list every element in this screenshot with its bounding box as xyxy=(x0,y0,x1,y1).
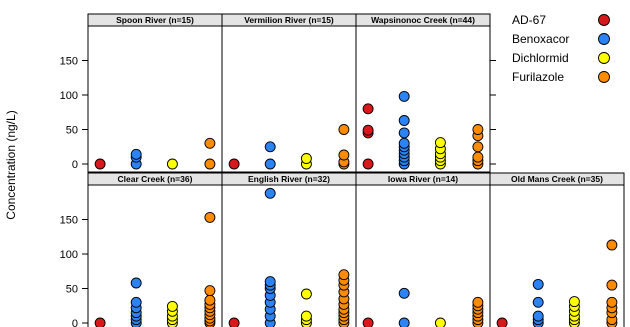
panel-clear: Clear Creek (n=36) xyxy=(87,172,223,327)
data-point-benoxacor xyxy=(398,137,410,149)
data-point-benoxacor xyxy=(398,115,410,126)
data-point-benoxacor xyxy=(264,158,276,170)
data-point-benoxacor xyxy=(130,277,142,289)
data-point-ad-67 xyxy=(228,317,240,327)
panel-frame xyxy=(355,184,491,327)
panel-title: Spoon River (n=15) xyxy=(116,15,194,25)
panel-frame xyxy=(221,184,357,327)
panel-frame xyxy=(355,25,491,173)
data-point-furilazole xyxy=(606,279,618,291)
data-point-ad-67 xyxy=(362,317,374,327)
data-point-dichlormid xyxy=(434,137,446,149)
panel-spoon: Spoon River (n=15) xyxy=(87,13,223,173)
data-point-furilazole xyxy=(338,269,350,281)
data-point-furilazole xyxy=(338,149,350,161)
panel-frame xyxy=(489,184,625,327)
panel-strip xyxy=(489,172,625,186)
y-tick-label: 150 xyxy=(60,215,78,227)
data-point-dichlormid xyxy=(300,288,312,300)
panel-english: English River (n=32) xyxy=(221,172,357,327)
data-point-ad-67 xyxy=(496,317,508,327)
data-point-benoxacor xyxy=(398,287,410,299)
y-tick-label: 50 xyxy=(66,284,78,296)
data-point-furilazole xyxy=(204,158,216,170)
data-point-furilazole xyxy=(204,294,216,306)
legend-swatch xyxy=(598,33,610,45)
panel-iowa: Iowa River (n=14) xyxy=(355,172,491,327)
data-point-benoxacor xyxy=(130,296,142,308)
panel-title: Vermilion River (n=15) xyxy=(244,15,334,25)
data-point-furilazole xyxy=(606,239,618,251)
data-point-ad-67 xyxy=(94,317,106,327)
data-point-ad-67 xyxy=(94,158,106,170)
data-point-furilazole xyxy=(338,124,350,135)
y-tick-label: 0 xyxy=(72,318,78,327)
y-tick-label: 50 xyxy=(66,125,78,137)
data-point-furilazole xyxy=(204,285,216,297)
legend-label: AD-67 xyxy=(512,13,546,27)
legend-label: Benoxacor xyxy=(512,32,569,46)
data-point-benoxacor xyxy=(398,127,410,139)
panel-title: English River (n=32) xyxy=(248,174,330,184)
data-point-furilazole xyxy=(204,137,216,149)
data-point-ad-67 xyxy=(228,158,240,170)
legend-swatch xyxy=(598,71,610,83)
panel-frame xyxy=(87,184,223,327)
data-point-dichlormid xyxy=(166,158,178,170)
data-point-benoxacor xyxy=(264,276,276,288)
data-point-furilazole xyxy=(472,151,484,163)
panel-title: Clear Creek (n=36) xyxy=(118,174,193,184)
data-point-furilazole xyxy=(472,141,484,153)
panel-title: Wapsinonoc Creek (n=44) xyxy=(371,15,475,25)
panel-wapsinonoc: Wapsinonoc Creek (n=44) xyxy=(355,13,491,173)
data-point-furilazole xyxy=(606,296,618,308)
data-point-ad-67 xyxy=(362,124,374,136)
panel-title: Old Mans Creek (n=35) xyxy=(511,174,603,184)
data-point-benoxacor xyxy=(532,296,544,308)
panel-old: Old Mans Creek (n=35) xyxy=(489,172,625,327)
data-point-dichlormid xyxy=(300,153,312,164)
data-point-ad-67 xyxy=(362,103,374,115)
y-tick-label: 100 xyxy=(60,249,78,261)
y-tick-label: 0 xyxy=(72,159,78,171)
panel-title: Iowa River (n=14) xyxy=(388,174,458,184)
data-point-furilazole xyxy=(472,296,484,308)
data-point-benoxacor xyxy=(398,317,410,327)
panel-frame xyxy=(87,25,223,173)
data-point-benoxacor xyxy=(264,141,276,153)
panel-vermilion: Vermilion River (n=15) xyxy=(221,13,357,173)
panel-frame xyxy=(221,25,357,173)
y-axis-label: Concentration (ng/L) xyxy=(4,110,18,219)
data-point-furilazole xyxy=(204,211,216,223)
panels-layer: Spoon River (n=15) Vermilion River (n=15)… xyxy=(60,13,625,327)
data-point-dichlormid xyxy=(434,317,446,327)
data-point-benoxacor xyxy=(398,90,410,102)
legend-swatch xyxy=(598,52,610,64)
data-point-dichlormid xyxy=(166,300,178,312)
data-point-furilazole xyxy=(472,124,484,135)
panel-strip xyxy=(355,13,491,27)
legend-label: Furilazole xyxy=(512,70,564,84)
data-point-ad-67 xyxy=(362,158,374,170)
data-point-dichlormid xyxy=(568,296,580,308)
y-tick-label: 150 xyxy=(60,56,78,68)
data-point-benoxacor xyxy=(532,310,544,322)
y-tick-label: 100 xyxy=(60,90,78,102)
legend: AD-67 Benoxacor Dichlormid Furilazole xyxy=(512,13,610,84)
data-point-dichlormid xyxy=(300,310,312,322)
data-point-benoxacor xyxy=(264,187,276,199)
data-point-benoxacor xyxy=(532,278,544,290)
data-point-benoxacor xyxy=(130,148,142,160)
legend-label: Dichlormid xyxy=(512,51,569,65)
legend-swatch xyxy=(598,14,610,26)
